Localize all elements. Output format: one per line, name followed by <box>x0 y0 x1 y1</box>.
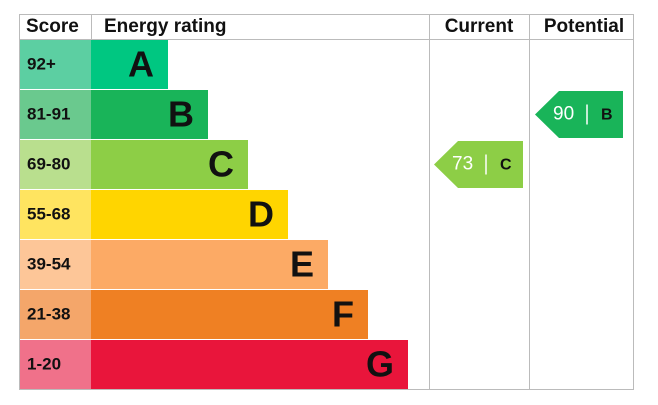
rating-bar <box>91 140 248 189</box>
frame <box>19 14 634 390</box>
score-label: 1-20 <box>27 354 61 373</box>
current-arrow <box>434 141 523 188</box>
rating-bar <box>91 40 168 89</box>
score-cell <box>20 90 91 139</box>
rating-bar <box>91 290 368 339</box>
rating-letter: G <box>366 344 394 385</box>
score-label: 92+ <box>27 54 56 73</box>
score-cell <box>20 240 91 289</box>
rating-letter: C <box>208 144 234 185</box>
rating-bar <box>91 240 328 289</box>
header-current: Current <box>445 16 514 37</box>
score-label: 69-80 <box>27 154 70 173</box>
potential-arrow <box>535 91 623 138</box>
current-letter: C <box>500 157 512 174</box>
rating-letter: B <box>168 94 194 135</box>
score-label: 21-38 <box>27 304 70 323</box>
rating-letter: E <box>290 244 314 285</box>
rating-bar <box>91 340 408 389</box>
score-cell <box>20 190 91 239</box>
score-cell <box>20 40 91 89</box>
score-cell <box>20 340 91 389</box>
potential-value: 90 <box>553 104 574 125</box>
table-frame <box>19 14 634 390</box>
rating-bar <box>91 190 288 239</box>
rating-bar <box>91 90 208 139</box>
potential-letter: B <box>601 107 613 124</box>
current-value: 73 <box>452 154 473 175</box>
rating-letter: A <box>128 44 154 85</box>
score-label: 39-54 <box>27 254 71 273</box>
header-rating: Energy rating <box>104 16 226 37</box>
header-potential: Potential <box>544 16 624 37</box>
score-cell <box>20 290 91 339</box>
header-score: Score <box>26 16 79 37</box>
rating-letter: F <box>332 294 354 335</box>
score-cell <box>20 140 91 189</box>
score-label: 55-68 <box>27 204 70 223</box>
score-label: 81-91 <box>27 104 70 123</box>
rating-letter: D <box>248 194 274 235</box>
